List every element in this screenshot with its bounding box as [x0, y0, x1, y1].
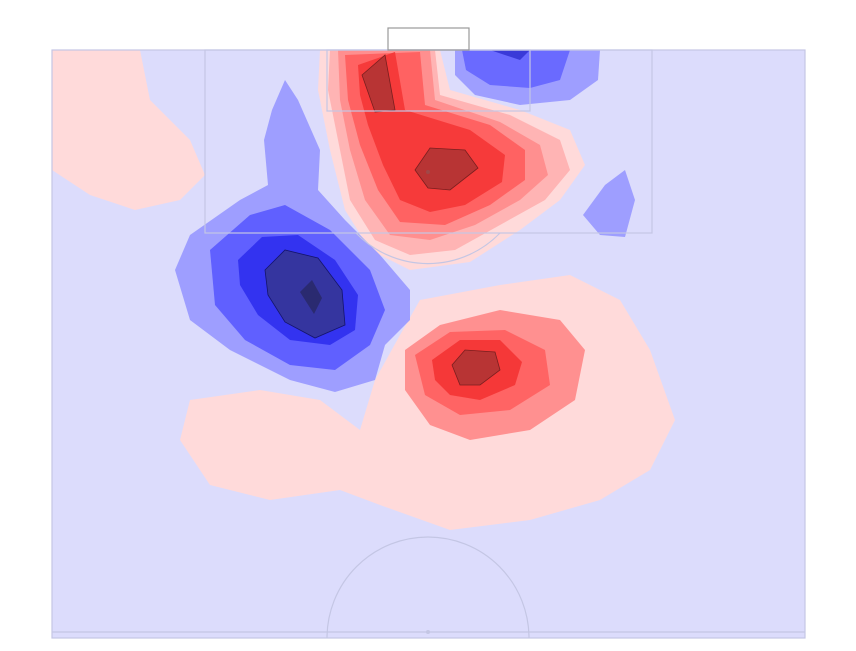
contour-level — [414, 147, 479, 191]
contour-level — [52, 50, 205, 210]
contour-level — [361, 54, 396, 113]
contour-level — [490, 50, 530, 60]
center-circle — [326, 536, 530, 639]
contour-level — [583, 170, 635, 237]
goal — [387, 27, 470, 51]
pitch-lines — [51, 27, 806, 639]
penalty-spot — [426, 170, 430, 174]
penalty-arc — [355, 232, 501, 265]
center-spot — [426, 630, 430, 634]
contour-level — [451, 349, 501, 386]
contour-level — [300, 280, 322, 314]
contour-regions — [52, 50, 675, 530]
contour-level — [462, 50, 570, 88]
